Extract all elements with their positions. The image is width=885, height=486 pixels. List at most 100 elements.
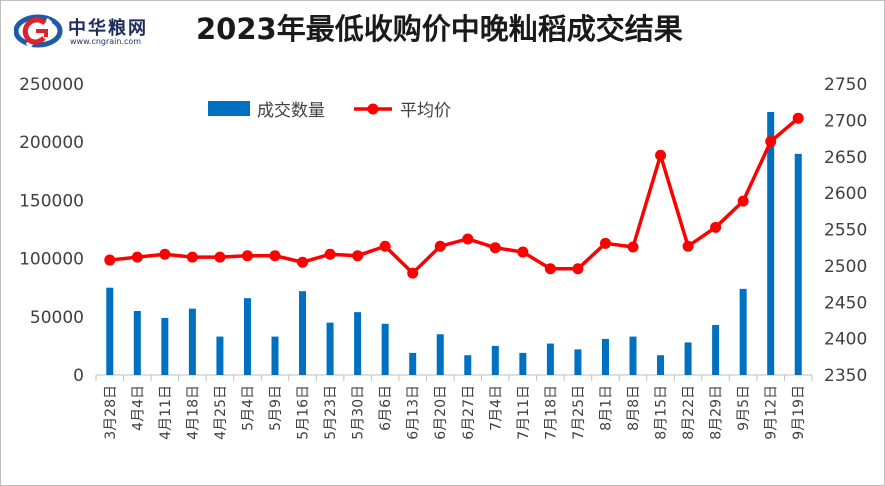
x-axis-tick-label: 9月19日 xyxy=(791,385,807,440)
bar xyxy=(519,352,527,375)
price-point xyxy=(462,233,474,245)
price-point xyxy=(297,256,309,268)
price-point xyxy=(434,240,446,252)
bar xyxy=(106,287,114,375)
left-axis-ticks: 0 50000 100000 150000 200000 250000 xyxy=(19,75,84,386)
x-axis-tick-label: 5月30日 xyxy=(351,385,367,440)
bar xyxy=(161,317,169,375)
bar xyxy=(354,312,362,375)
price-point xyxy=(379,240,391,252)
price-point xyxy=(159,248,171,260)
chart-title: 2023年最低收购价中晚籼稻成交结果 xyxy=(196,12,683,46)
bar xyxy=(794,153,802,375)
x-axis-tick-label: 8月15日 xyxy=(654,385,670,440)
bar xyxy=(657,355,665,375)
x-axis-tick-label: 5月16日 xyxy=(296,385,312,440)
price-point xyxy=(710,221,722,233)
bar xyxy=(381,323,389,375)
bar xyxy=(299,291,307,375)
x-axis-tick-label: 6月13日 xyxy=(406,385,422,440)
x-axis-tick-label: 7月4日 xyxy=(488,385,504,431)
cngrain-logo-icon xyxy=(13,14,63,48)
price-point xyxy=(352,250,364,262)
logo-url: www.cngrain.com xyxy=(70,37,142,46)
price-point xyxy=(186,251,198,263)
legend-bar-label: 成交数量 xyxy=(257,101,325,121)
bar xyxy=(271,336,279,375)
price-point xyxy=(599,237,611,249)
left-axis-tick-label: 200000 xyxy=(19,133,84,153)
price-point xyxy=(572,263,584,275)
x-axis-tick-label: 3月28日 xyxy=(103,385,119,440)
x-axis-tick-label: 7月11日 xyxy=(516,385,532,440)
bar xyxy=(574,349,582,375)
x-axis-tick-label: 4月18日 xyxy=(185,385,201,440)
bar xyxy=(601,338,609,375)
right-axis-tick-label: 2450 xyxy=(824,293,867,313)
x-axis-tick-label: 9月5日 xyxy=(736,385,752,431)
x-axis-tick-label: 4月11日 xyxy=(158,385,174,440)
price-point xyxy=(517,246,529,258)
line-series xyxy=(104,112,804,279)
price-point xyxy=(489,242,501,254)
price-line xyxy=(109,116,800,275)
x-axis-tick-label: 6月20日 xyxy=(433,385,449,440)
right-axis-ticks: 2350 2400 2450 2500 2550 2600 2650 2700 2750 xyxy=(824,75,867,386)
price-point xyxy=(324,248,336,260)
legend-line-label: 平均价 xyxy=(400,101,451,121)
price-point xyxy=(131,251,143,263)
price-point xyxy=(241,250,253,262)
x-axis-tick-label: 6月6日 xyxy=(378,385,394,431)
logo-name: 中华粮网 xyxy=(68,18,148,39)
bar xyxy=(739,288,747,375)
x-axis-tick-label: 4月25日 xyxy=(213,385,229,440)
right-axis-tick-label: 2600 xyxy=(824,184,867,204)
right-axis-tick-label: 2350 xyxy=(824,366,867,386)
x-axis-tick-label: 5月9日 xyxy=(268,385,284,431)
bar xyxy=(409,352,417,375)
bar xyxy=(629,336,637,375)
legend-bar-swatch xyxy=(208,101,250,116)
bar xyxy=(767,111,775,375)
bar xyxy=(436,334,444,375)
bar-series xyxy=(106,111,802,375)
left-axis-tick-label: 100000 xyxy=(19,250,84,270)
x-axis-tick-label: 7月25日 xyxy=(571,385,587,440)
x-axis-tick-label: 5月4日 xyxy=(240,385,256,431)
left-axis-tick-label: 50000 xyxy=(30,308,84,328)
right-axis-tick-label: 2650 xyxy=(824,148,867,168)
x-axis-tick-label: 4月4日 xyxy=(130,385,146,431)
right-axis-tick-label: 2750 xyxy=(824,75,867,95)
price-point xyxy=(765,135,777,147)
x-axis-ticks: 3月28日 4月4日 4月11日 4月18日 4月25日 5月4日 5月9日 5月16日 5月2… xyxy=(103,385,807,440)
axes-group xyxy=(95,374,813,381)
x-axis-tick-label: 6月27日 xyxy=(461,385,477,440)
price-point xyxy=(737,195,749,207)
right-axis-tick-label: 2550 xyxy=(824,221,867,241)
left-axis-tick-label: 250000 xyxy=(19,75,84,95)
right-axis-tick-label: 2500 xyxy=(824,257,867,277)
right-axis-tick-label: 2400 xyxy=(824,330,867,350)
price-point xyxy=(544,263,556,275)
bar xyxy=(546,343,554,375)
price-point xyxy=(682,240,694,252)
bar xyxy=(712,324,720,375)
legend-line-marker xyxy=(367,103,379,115)
price-point xyxy=(104,254,116,266)
bar xyxy=(133,310,141,375)
bar xyxy=(216,336,224,375)
cngrain-logo: 中华粮网 www.cngrain.com xyxy=(13,10,184,50)
price-point xyxy=(269,250,281,262)
bar xyxy=(326,322,334,375)
price-point xyxy=(792,112,804,124)
x-axis-tick-label: 8月8日 xyxy=(626,385,642,431)
right-axis-tick-label: 2700 xyxy=(824,111,867,131)
left-axis-tick-label: 150000 xyxy=(19,191,84,211)
bar xyxy=(243,298,251,375)
price-point xyxy=(655,149,667,161)
legend: 成交数量 平均价 xyxy=(208,101,451,121)
bar xyxy=(491,345,499,375)
price-point xyxy=(214,251,226,263)
x-axis-tick-label: 9月12日 xyxy=(764,385,780,440)
